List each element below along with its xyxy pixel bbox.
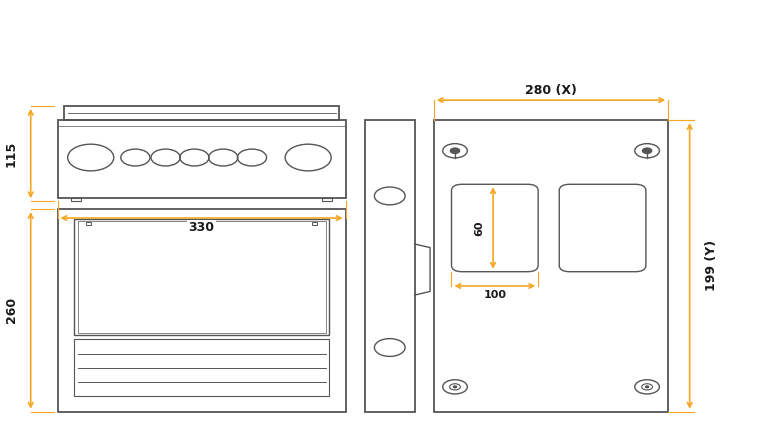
Bar — [74, 219, 329, 335]
Circle shape — [450, 148, 459, 154]
Text: 199 (Y): 199 (Y) — [705, 240, 717, 291]
Text: 260: 260 — [5, 297, 18, 324]
Bar — [64, 106, 339, 120]
Bar — [365, 120, 415, 412]
Text: 100: 100 — [483, 290, 506, 300]
Bar — [86, 222, 91, 225]
Bar — [58, 120, 346, 198]
Bar — [58, 209, 346, 412]
Text: 330: 330 — [189, 221, 214, 235]
Bar — [322, 198, 332, 201]
Circle shape — [453, 386, 456, 388]
Circle shape — [643, 148, 652, 154]
Text: 115: 115 — [5, 141, 18, 166]
Text: 280 (X): 280 (X) — [525, 84, 577, 97]
Bar — [71, 198, 81, 201]
Circle shape — [646, 386, 649, 388]
Bar — [312, 222, 317, 225]
Text: 60: 60 — [475, 220, 485, 236]
Bar — [434, 120, 668, 412]
Bar — [78, 221, 326, 333]
Bar — [74, 340, 329, 396]
